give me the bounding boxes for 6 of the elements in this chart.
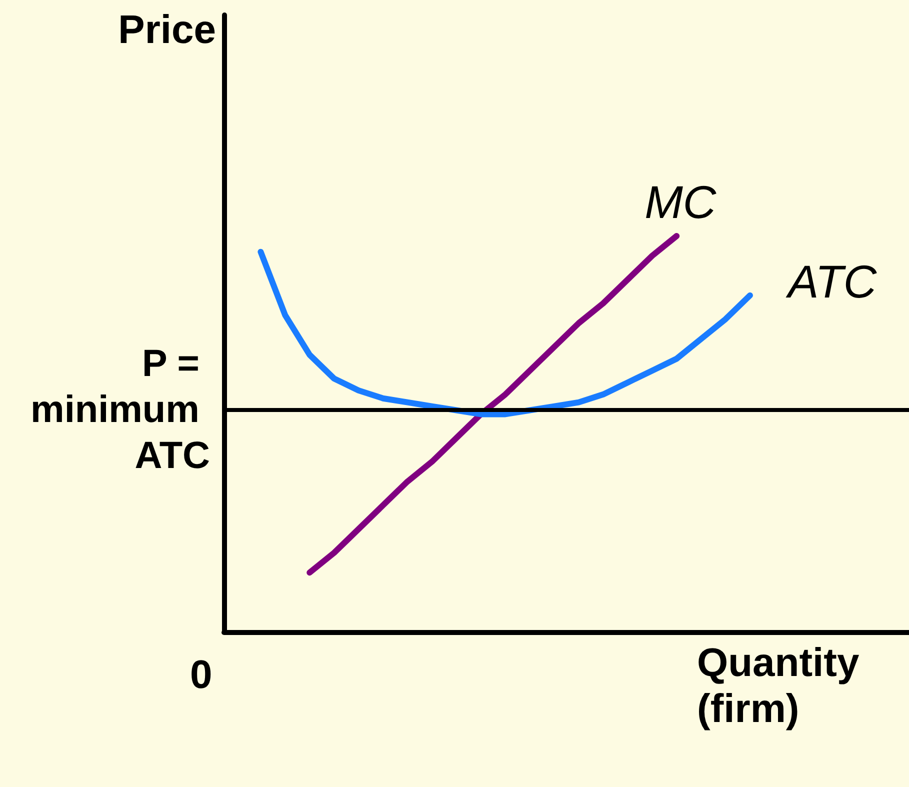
x-axis-title: Quantity (firm) (697, 641, 870, 731)
text: 0 (190, 653, 212, 697)
series-label: ATC (784, 255, 878, 308)
y-axis-title: Price (118, 8, 216, 52)
series-label: MC (644, 176, 717, 228)
ref-line-label: P = minimum ATC (30, 343, 210, 478)
